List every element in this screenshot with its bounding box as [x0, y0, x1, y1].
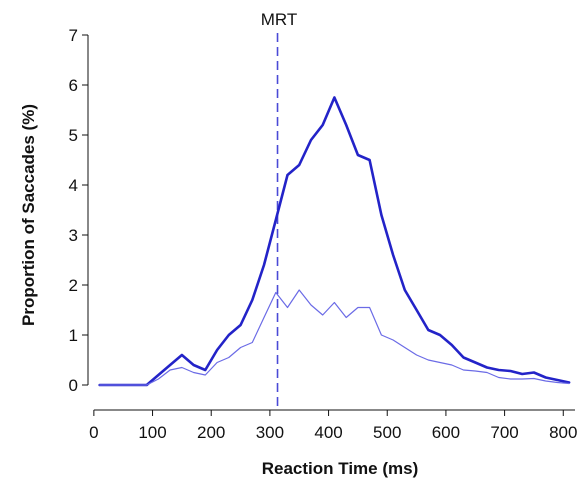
y-tick-label: 3 [69, 226, 78, 245]
x-tick-label: 400 [314, 423, 342, 442]
x-tick-label: 300 [256, 423, 284, 442]
x-tick-label: 600 [432, 423, 460, 442]
x-tick-label: 500 [373, 423, 401, 442]
series-line-1 [98, 96, 571, 387]
y-tick-label: 0 [69, 376, 78, 395]
y-tick-label: 2 [69, 276, 78, 295]
y-tick-label: 5 [69, 126, 78, 145]
x-tick-label: 700 [490, 423, 518, 442]
y-tick-label: 1 [69, 326, 78, 345]
y-tick-label: 7 [69, 26, 78, 45]
x-tick-label: 0 [89, 423, 98, 442]
x-tick-label: 100 [138, 423, 166, 442]
x-axis-title: Reaction Time (ms) [262, 459, 419, 478]
series-lines [98, 96, 571, 387]
x-tick-label: 200 [197, 423, 225, 442]
y-tick-label: 6 [69, 76, 78, 95]
mrt-label: MRT [261, 10, 298, 29]
axes: 0 1 2 3 4 5 6 7 0 100 200 300 400 500 600 700 800 [69, 26, 578, 442]
y-tick-label: 4 [69, 176, 78, 195]
series-line-2 [99, 289, 570, 386]
x-tick-label: 800 [549, 423, 577, 442]
y-axis-title: Proportion of Saccades (%) [19, 104, 38, 326]
